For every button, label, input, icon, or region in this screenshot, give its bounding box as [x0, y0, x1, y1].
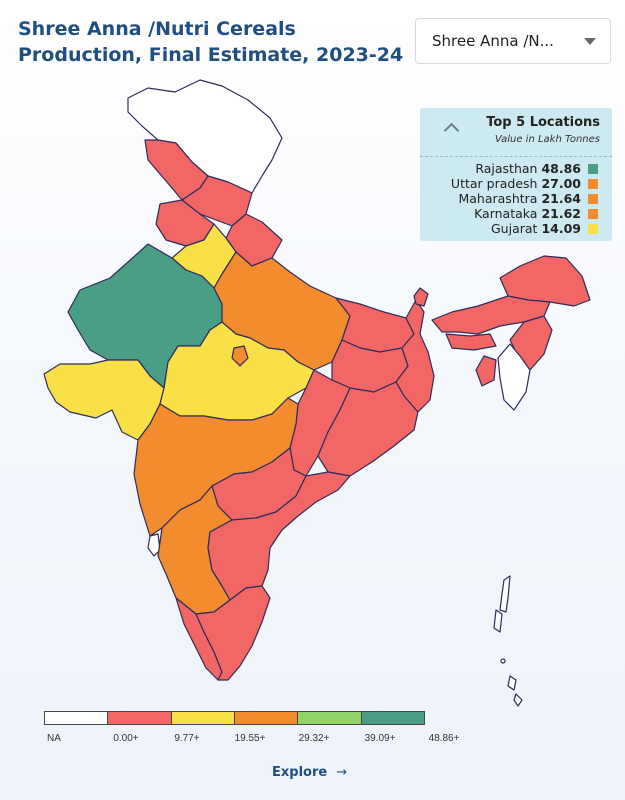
scale-segment [298, 712, 362, 724]
scale-label: 39.09+ [364, 733, 396, 744]
location-color-swatch [588, 223, 598, 234]
chevron-up-icon[interactable] [443, 122, 460, 139]
region-andhra-pradesh[interactable] [207, 471, 351, 601]
arrow-right-icon: → [336, 765, 348, 780]
scale-label: 29.32+ [298, 733, 330, 744]
scale-segment [361, 712, 424, 724]
scale-segment [171, 712, 235, 724]
top-locations-title: Top 5 Locations [486, 115, 600, 130]
top-locations-subtitle: Value in Lakh Tonnes [494, 134, 600, 145]
top-location-item[interactable]: Gujarat 14.09 [451, 221, 598, 236]
location-name: Karnataka [474, 206, 538, 221]
chevron-down-icon [584, 37, 596, 45]
location-value: 14.09 [541, 221, 581, 236]
scale-label: NA [47, 733, 61, 744]
scale-label: 9.77+ [174, 733, 200, 744]
dropdown-selected-value: Shree Anna /N... [432, 32, 554, 50]
region-odisha[interactable] [317, 381, 419, 477]
top-location-item[interactable]: Maharashtra 21.64 [451, 191, 598, 206]
region-tamil-nadu[interactable] [195, 585, 271, 681]
scale-label: 48.86+ [428, 733, 460, 744]
location-name: Rajasthan [475, 161, 538, 176]
chart-title: Shree Anna /Nutri Cereals Production, Fi… [18, 18, 404, 66]
top-locations-panel: Top 5 Locations Value in Lakh Tonnes Raj… [420, 108, 612, 241]
region-gujarat[interactable] [43, 359, 165, 441]
top-locations-list: Rajasthan 48.86 Uttar pradesh 27.00 Maharash… [451, 161, 598, 236]
top-location-item[interactable]: Uttar pradesh 27.00 [451, 176, 598, 191]
location-value: 21.64 [541, 191, 581, 206]
region-goa[interactable] [147, 533, 161, 557]
location-color-swatch [588, 193, 598, 204]
region-island-dot[interactable] [500, 658, 506, 664]
region-small-patch[interactable] [231, 345, 249, 367]
scale-label: 0.00+ [113, 733, 139, 744]
scale-segment [45, 712, 109, 724]
region-andaman-2[interactable] [493, 609, 503, 633]
location-value: 48.86 [541, 161, 581, 176]
region-sikkim[interactable] [413, 287, 429, 307]
top-locations-header: Top 5 Locations Value in Lakh Tonnes [420, 108, 612, 157]
region-nicobar[interactable] [507, 675, 517, 691]
location-name: Maharashtra [458, 191, 538, 206]
location-color-swatch [588, 163, 598, 174]
region-west-bengal[interactable] [395, 299, 435, 413]
location-color-swatch [588, 178, 598, 189]
location-name: Gujarat [491, 221, 538, 236]
scale-segment [234, 712, 299, 724]
location-name: Uttar pradesh [450, 176, 538, 191]
top-location-item[interactable]: Rajasthan 48.86 [451, 161, 598, 176]
location-value: 21.62 [541, 206, 581, 221]
scale-segment [108, 712, 172, 724]
region-nicobar-2[interactable] [513, 693, 523, 707]
region-andaman-1[interactable] [499, 575, 511, 613]
scale-label: 19.55+ [234, 733, 266, 744]
explore-label: Explore [272, 765, 328, 780]
location-color-swatch [588, 208, 598, 219]
explore-link[interactable]: Explore → [272, 765, 347, 780]
top-location-item[interactable]: Karnataka 21.62 [451, 206, 598, 221]
color-scale-legend [44, 711, 425, 725]
crop-select-dropdown[interactable]: Shree Anna /N... [415, 18, 611, 64]
region-mizoram[interactable] [497, 343, 531, 411]
region-meghalaya[interactable] [445, 333, 497, 351]
location-value: 27.00 [541, 176, 581, 191]
region-tripura[interactable] [475, 355, 497, 387]
